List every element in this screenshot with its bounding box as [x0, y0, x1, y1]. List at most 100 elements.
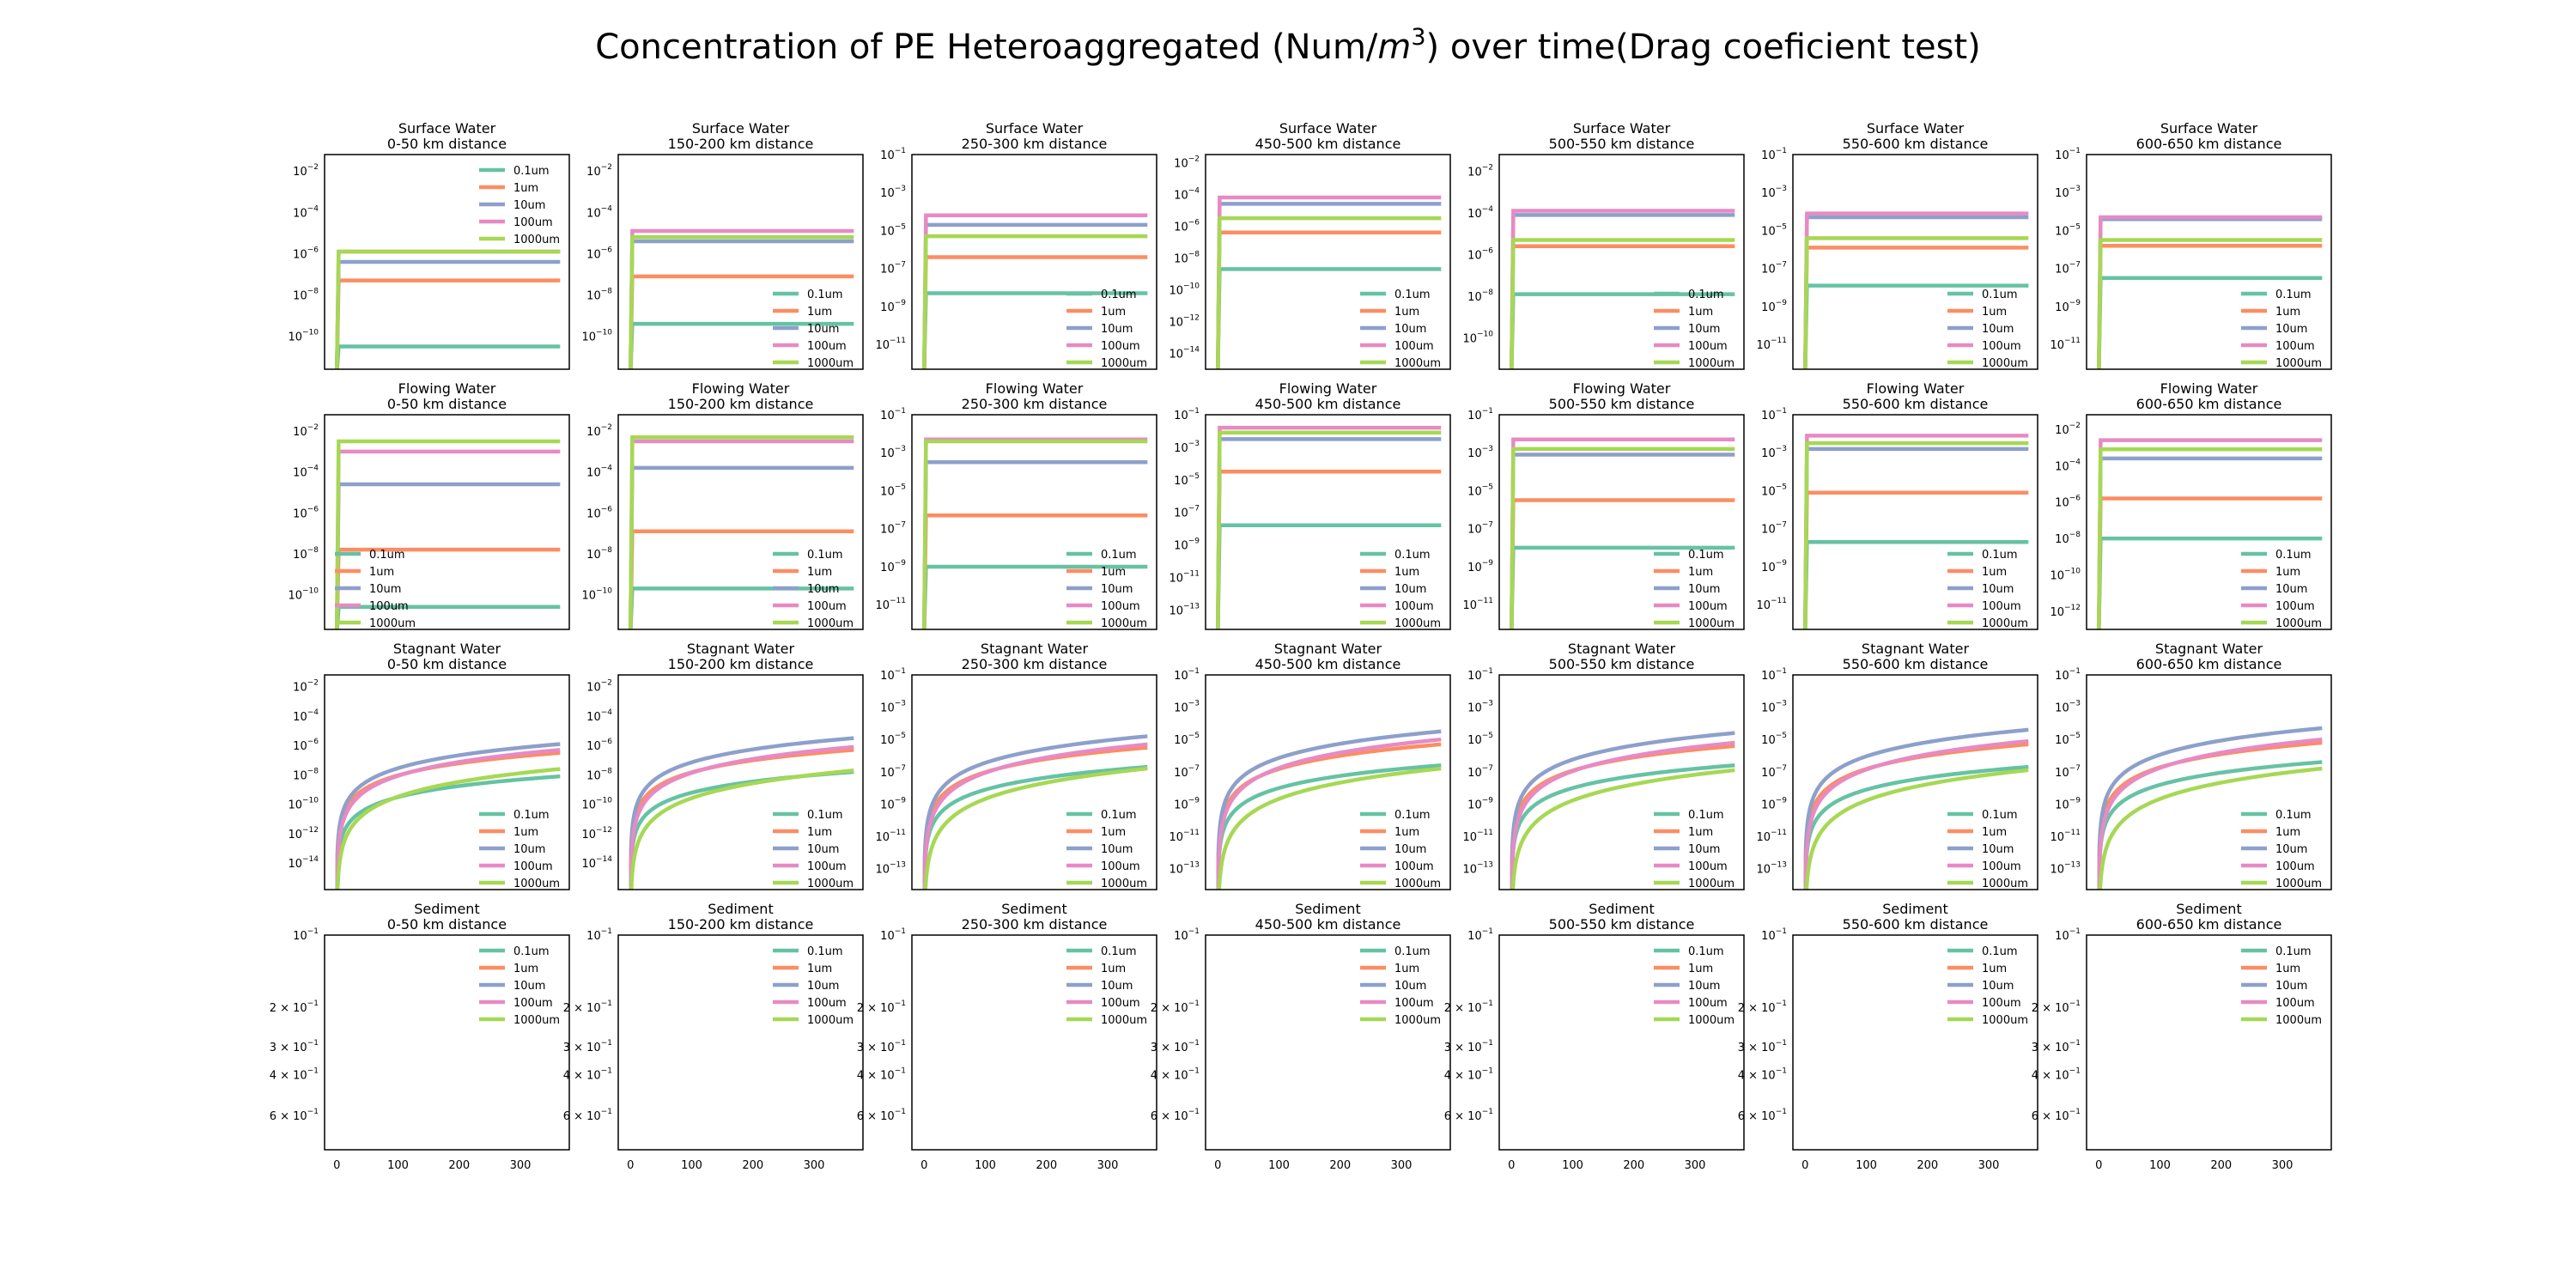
axes-frame: [911, 934, 1157, 1151]
x-tick-label: 0: [1801, 1159, 1808, 1172]
legend-label: 1um: [1101, 566, 1126, 579]
y-tick-label: 10−9: [880, 299, 906, 314]
series-line-1000um: [629, 234, 854, 369]
y-tick-label: 10−12: [288, 826, 319, 841]
y-tick-label: 4 × 10−1: [2032, 1067, 2081, 1083]
axes-frame: [911, 414, 1157, 630]
series-line-1000um: [335, 249, 561, 369]
x-tick-label: 100: [1562, 1159, 1583, 1172]
legend-label: 1000um: [807, 357, 854, 370]
y-tick-label: 10−5: [2055, 222, 2081, 238]
legend-label: 0.1um: [2275, 809, 2312, 822]
y-tick-label: 10−5: [880, 483, 906, 498]
legend-label: 10um: [1688, 583, 1720, 596]
y-tick-label: 10−8: [293, 767, 319, 782]
y-tick-label: 10−5: [1761, 222, 1787, 238]
y-tick-label: 10−8: [586, 546, 612, 562]
y-tick-label: 10−14: [1169, 345, 1200, 361]
legend-label: 1um: [1688, 826, 1713, 839]
legend-label: 0.1um: [1101, 945, 1137, 958]
axes-frame: [324, 414, 570, 630]
series-line-100um: [1803, 738, 2029, 890]
y-tick-label: 6 × 10−1: [563, 1108, 612, 1123]
y-tick-label: 10−2: [586, 679, 612, 695]
legend-label: 100um: [1394, 860, 1434, 873]
legend-label: 0.1um: [807, 809, 843, 822]
series-line-10um: [922, 734, 1148, 890]
legend-label: 10um: [807, 843, 839, 856]
y-tick-label: 10−11: [1756, 829, 1787, 844]
y-tick-label: 10−11: [875, 337, 906, 352]
legend-label: 1um: [1688, 566, 1713, 579]
y-tick-label: 10−13: [875, 861, 906, 877]
series-line-1000um: [922, 439, 1148, 629]
legend-label: 0.1um: [513, 945, 550, 958]
legend-label: 10um: [807, 583, 839, 596]
legend-label: 10um: [1101, 843, 1133, 856]
legend-label: 10um: [513, 980, 545, 993]
series-line-0.1um: [1803, 764, 2029, 890]
legend-label: 100um: [1982, 860, 2021, 873]
legend-label: 10um: [2275, 323, 2307, 336]
y-tick-label: 10−13: [1462, 861, 1493, 877]
y-tick-label: 10−10: [288, 797, 319, 812]
legend-label: 1um: [1101, 963, 1126, 975]
x-tick-label: 200: [1329, 1159, 1351, 1172]
legend: 0.1um 1um 10um 100um 1000um: [1066, 549, 1147, 630]
series-line-1um: [335, 278, 561, 369]
panel-subtitle: 150-200 km distance: [668, 396, 814, 412]
y-tick-label: 10−4: [586, 708, 612, 724]
y-tick-label: 10−5: [1467, 732, 1493, 747]
axes-frame: [617, 414, 864, 630]
legend-label: 10um: [1688, 323, 1720, 336]
legend-label: 0.1um: [1101, 549, 1137, 562]
panel-subtitle: 150-200 km distance: [668, 656, 814, 672]
panel-title: Surface Water: [1279, 120, 1377, 137]
axes-frame: [1205, 414, 1451, 630]
y-tick-label: 10−7: [880, 764, 906, 780]
y-tick-label: 10−5: [1761, 483, 1787, 498]
legend-label: 0.1um: [1101, 289, 1137, 301]
y-tick-label: 10−3: [1761, 185, 1787, 200]
y-tick-label: 6 × 10−1: [1738, 1108, 1787, 1123]
y-tick-label: 10−13: [1169, 602, 1200, 617]
panel-title: Flowing Water: [986, 380, 1084, 397]
panel-subtitle: 450-500 km distance: [1255, 396, 1401, 412]
y-tick-label: 10−3: [880, 445, 906, 460]
panel-title: Flowing Water: [1573, 380, 1671, 397]
series-line-1000um: [1803, 236, 2029, 369]
y-tick-label: 10−9: [1174, 796, 1200, 811]
legend-label: 1000um: [1101, 878, 1147, 890]
legend-label: 0.1um: [513, 165, 550, 178]
legend-label: 10um: [1101, 323, 1133, 336]
legend-label: 1um: [2275, 963, 2300, 975]
panel-subtitle: 250-300 km distance: [962, 916, 1108, 933]
legend-label: 0.1um: [1688, 289, 1724, 301]
y-tick-label: 10−1: [1761, 147, 1787, 162]
x-tick-label: 100: [2149, 1159, 2171, 1172]
x-tick-label: 200: [1623, 1159, 1644, 1172]
y-tick-label: 10−12: [2050, 604, 2081, 619]
y-tick-label: 6 × 10−1: [270, 1108, 319, 1123]
x-tick-label: 200: [2210, 1159, 2232, 1172]
legend: 0.1um 1um 10um 100um 1000um: [1654, 549, 1735, 630]
legend-label: 100um: [2275, 600, 2315, 613]
figure-title: Concentration of PE Heteroaggregated (Nu…: [595, 24, 1981, 67]
x-tick-label: 0: [1214, 1159, 1221, 1172]
legend-label: 1000um: [1688, 617, 1735, 630]
y-tick-label: 10−6: [1174, 218, 1200, 234]
legend-label: 0.1um: [2275, 549, 2312, 562]
x-tick-label: 100: [975, 1159, 996, 1172]
legend-label: 1000um: [1688, 1014, 1735, 1027]
y-tick-label: 10−11: [1169, 569, 1200, 585]
legend-label: 10um: [807, 980, 839, 993]
series-line-10um: [629, 736, 854, 890]
legend-label: 100um: [1101, 340, 1140, 353]
series-line-1000um: [1804, 768, 2029, 890]
legend-label: 1um: [807, 826, 832, 839]
panel-title: Stagnant Water: [687, 641, 795, 657]
y-tick-label: 10−7: [2055, 764, 2081, 780]
